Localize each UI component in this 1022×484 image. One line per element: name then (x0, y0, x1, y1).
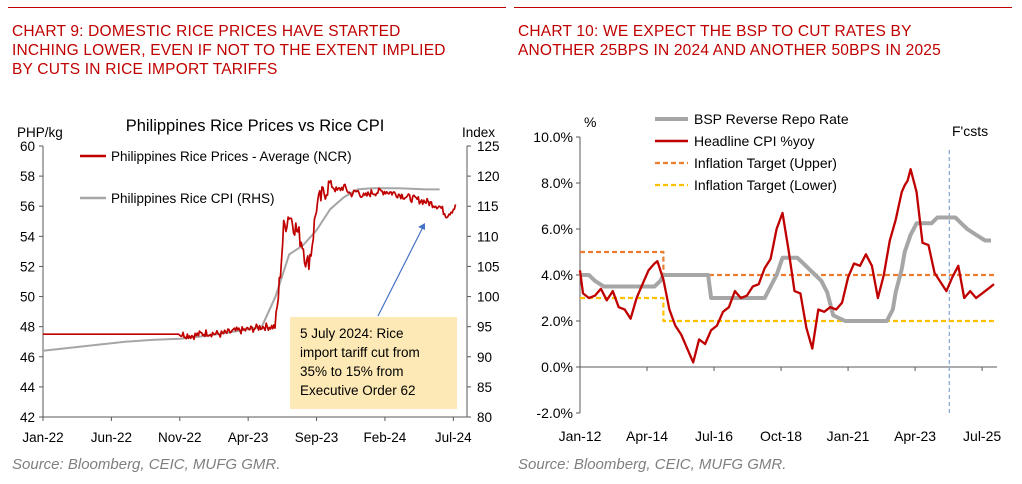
left-tick-label: 50 (20, 290, 35, 305)
forecast-label: F'csts (952, 123, 988, 139)
chart-10-heading: CHART 10: WE EXPECT THE BSP TO CUT RATES… (518, 22, 941, 60)
y-tick-label: 2.0% (541, 313, 573, 329)
series-line-rice-cpi (42, 187, 440, 352)
bsp-chart-svg: % -2.0% 0.0% 2.0% 4.0% 6.0% 8.0% 10.0% Jan-12 Ap… (533, 111, 1001, 444)
heading-line: CHART 10: WE EXPECT THE BSP TO CUT RATES… (518, 23, 912, 40)
legend-label-rice-prices: Philippines Rice Prices - Average (NCR) (111, 149, 352, 164)
y-tick-label: 6.0% (541, 221, 573, 237)
chart-9-panel: CHART 9: DOMESTIC RICE PRICES HAVE START… (0, 0, 510, 484)
left-tick-label: 60 (20, 139, 35, 154)
source-note: Source: Bloomberg, CEIC, MUFG GMR. (518, 456, 787, 473)
y-axis-label: % (584, 114, 596, 130)
legend-label-cpi: Headline CPI %yoy (694, 133, 815, 149)
series-line-target-upper (580, 250, 994, 277)
annotation-line: 35% to 15% from (300, 364, 404, 379)
heading-line: CHART 9: DOMESTIC RICE PRICES HAVE START… (12, 23, 401, 40)
y-tick-label: 8.0% (541, 175, 573, 191)
x-tick-label: Apr-14 (626, 428, 668, 444)
legend-label-target-lower: Inflation Target (Lower) (694, 177, 837, 193)
annotation-line: 5 July 2024: Rice (300, 326, 404, 341)
series-line-target-lower (580, 296, 994, 323)
source-note: Source: Bloomberg, CEIC, MUFG GMR. (12, 456, 281, 473)
series-line-rice-prices (43, 179, 457, 341)
left-tick-label: 52 (20, 259, 35, 274)
x-tick-label: Sep-23 (295, 430, 339, 445)
x-tick-label: Jan-12 (559, 428, 602, 444)
x-tick-label: Jan-22 (22, 430, 63, 445)
x-tick-label: Jan-21 (827, 428, 870, 444)
right-tick-label: 120 (477, 169, 500, 184)
left-tick-label: 48 (20, 320, 35, 335)
right-tick-label: 90 (477, 350, 492, 365)
y-tick-label: 4.0% (541, 267, 573, 283)
heading-line: INCHING LOWER, EVEN IF NOT TO THE EXTENT… (12, 42, 446, 59)
x-tick-label: Apr-23 (228, 430, 269, 445)
heading-rule (514, 7, 1012, 8)
right-tick-label: 125 (477, 139, 500, 154)
legend-label-rice-cpi: Philippines Rice CPI (RHS) (111, 191, 275, 206)
annotation-line: Executive Order 62 (300, 383, 416, 398)
x-tick-label: Nov-22 (158, 430, 202, 445)
chart-10-panel: CHART 10: WE EXPECT THE BSP TO CUT RATES… (512, 0, 1022, 484)
x-tick-label: Jun-22 (91, 430, 132, 445)
annotation-box: 5 July 2024: Rice import tariff cut from… (290, 317, 457, 409)
x-tick-label: Jul-25 (963, 428, 1001, 444)
x-tick-label: Apr-23 (894, 428, 936, 444)
heading-line: ANOTHER 25BPS IN 2024 AND ANOTHER 50BPS … (518, 42, 941, 59)
right-tick-label: 80 (477, 410, 492, 425)
annotation-arrow-head (418, 223, 425, 230)
right-tick-label: 100 (477, 290, 500, 305)
chart-title: Philippines Rice Prices vs Rice CPI (126, 117, 385, 135)
right-tick-label: 110 (477, 229, 499, 244)
left-tick-label: 42 (20, 410, 35, 425)
legend: BSP Reverse Repo Rate Headline CPI %yoy … (655, 111, 849, 193)
left-tick-label: 44 (20, 380, 36, 395)
left-tick-label: 58 (20, 169, 35, 184)
series-line-headline-cpi (578, 168, 995, 364)
x-tick-label: Oct-18 (760, 428, 802, 444)
right-tick-label: 105 (477, 259, 500, 274)
x-tick-label: Jul-24 (435, 430, 472, 445)
left-tick-label: 46 (20, 350, 35, 365)
y-tick-label: 10.0% (533, 129, 573, 145)
legend-label-target-upper: Inflation Target (Upper) (694, 155, 837, 171)
annotation-line: import tariff cut from (300, 345, 420, 360)
heading-rule (8, 7, 506, 8)
left-tick-label: 56 (20, 199, 35, 214)
right-tick-label: 95 (477, 320, 492, 335)
left-axis-label: PHP/kg (17, 125, 63, 140)
legend-label-repo: BSP Reverse Repo Rate (694, 111, 849, 127)
x-tick-label: Jul-16 (695, 428, 733, 444)
right-tick-label: 115 (477, 199, 499, 214)
right-tick-label: 85 (477, 380, 492, 395)
x-tick-label: Feb-24 (364, 430, 407, 445)
annotation-arrow (377, 226, 424, 317)
right-axis-label: Index (462, 125, 495, 140)
series-line-repo-rate (580, 215, 991, 323)
left-tick-label: 54 (20, 229, 36, 244)
y-tick-label: 0.0% (541, 359, 573, 375)
heading-line: BY CUTS IN RICE IMPORT TARIFFS (12, 61, 278, 78)
y-tick-label: -2.0% (536, 405, 573, 421)
legend: Philippines Rice Prices - Average (NCR) … (80, 149, 352, 206)
annotation-background (290, 317, 457, 409)
chart-9-heading: CHART 9: DOMESTIC RICE PRICES HAVE START… (12, 22, 446, 79)
rice-chart-svg: Philippines Rice Prices vs Rice CPI PHP/… (17, 117, 500, 445)
